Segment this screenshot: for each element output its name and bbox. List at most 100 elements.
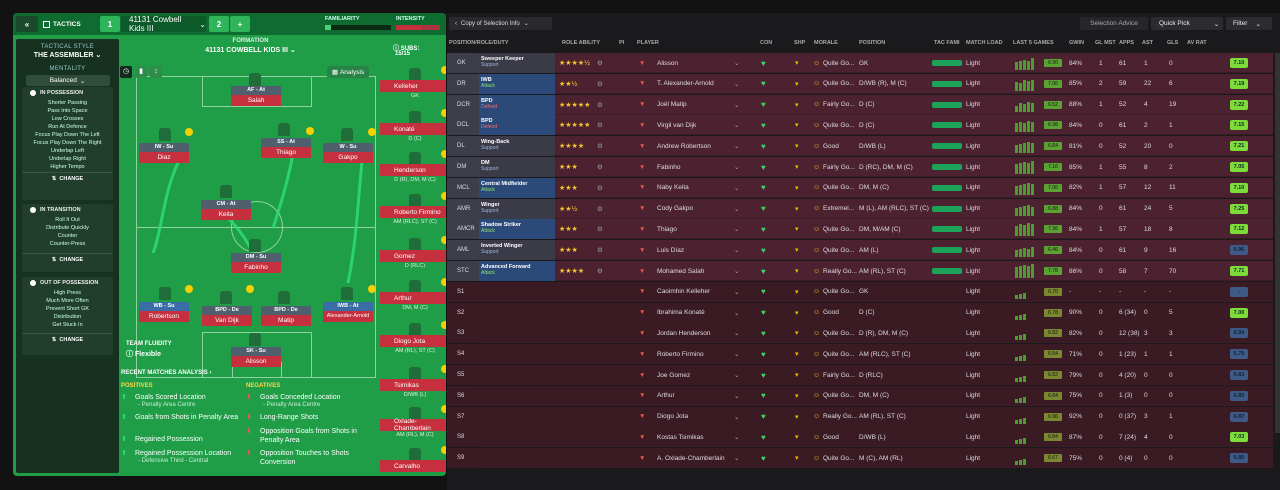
player-name[interactable]: A. Oxlade-Chamberlain	[657, 454, 725, 462]
table-row[interactable]: STC Advanced Forward Attack ★★★★ ⚙ ▼ Moh…	[447, 261, 1273, 281]
double-chevron-left-icon[interactable]: «	[16, 16, 38, 32]
player-card-alexander-arnold[interactable]: IWB - At Alexander-Arnold	[323, 302, 373, 324]
player-name[interactable]: Fabinho	[657, 163, 681, 171]
sub-card[interactable]: Oxlade-Chamberlain	[380, 418, 446, 432]
table-row[interactable]: S8 ▼ Kostas Tsimikas ⌄ ♥ ▾ ☺ Good D/WB (…	[447, 427, 1273, 448]
pi-icon[interactable]: ⚙	[597, 143, 603, 151]
player-card-alisson[interactable]: SK - Su Alisson	[231, 347, 281, 369]
column-header[interactable]: LAST 5 GAMES	[1013, 40, 1054, 46]
column-header[interactable]: GLS	[1167, 40, 1179, 46]
selection-advice-button[interactable]: Selection Advice	[1080, 17, 1148, 30]
column-header[interactable]: GL MST	[1095, 40, 1116, 46]
column-header[interactable]: AST	[1142, 40, 1153, 46]
pi-icon[interactable]: ⚙	[597, 247, 603, 255]
formation-name-select[interactable]: 41131 COWBELL KIDS III ⌄	[205, 47, 296, 54]
analysis-item[interactable]: Regained Possession	[135, 436, 203, 443]
chevron-down-icon[interactable]: ⌄	[734, 101, 740, 109]
sub-card[interactable]: Roberto Firmino	[380, 206, 446, 218]
clock-icon[interactable]: ◷	[120, 66, 132, 78]
player-card-gakpo[interactable]: W - Su Gakpo	[323, 143, 373, 165]
mentality-select[interactable]: Balanced ⌄	[25, 75, 110, 86]
player-card-matip[interactable]: BPD - De Matip	[261, 306, 311, 328]
role-duty-select[interactable]: BPD Defend	[479, 115, 555, 136]
table-row[interactable]: AML Inverted Winger Support ★★★ ⚙ ▼ Luis…	[447, 240, 1273, 261]
analysis-button[interactable]: ▦ Analysis	[327, 66, 369, 78]
player-card-fabinho[interactable]: DM - Su Fabinho	[231, 253, 281, 275]
column-header[interactable]: TAC FAMI	[934, 40, 960, 46]
pi-icon[interactable]: ⚙	[597, 60, 603, 67]
chevron-down-icon[interactable]: ⌄	[734, 184, 740, 192]
column-header[interactable]: APPS	[1119, 40, 1134, 46]
analysis-item[interactable]: Goals Conceded Location	[260, 394, 341, 401]
player-name[interactable]: Jordan Henderson	[657, 329, 711, 337]
player-card-van-dijk[interactable]: BPD - De Van Dijk	[202, 306, 252, 328]
player-name[interactable]: Caoimhin Kelleher	[657, 288, 711, 296]
player-name[interactable]: Joe Gomez	[657, 371, 691, 379]
role-duty-select[interactable]: Sweeper Keeper Support	[479, 53, 555, 73]
column-header[interactable]: CON	[760, 40, 773, 46]
table-row[interactable]: AMCR Shadow Striker Attack ★★★ ⚙ ▼ Thiag…	[447, 219, 1273, 240]
role-duty-select[interactable]: IWB Attack	[479, 73, 555, 94]
player-name[interactable]: Ibrahima Konaté	[657, 309, 705, 317]
player-name[interactable]: Thiago	[657, 225, 677, 233]
chevron-down-icon[interactable]: ⌄	[734, 372, 740, 379]
player-name[interactable]: Alisson	[657, 59, 678, 67]
chevron-down-icon[interactable]: ⌄	[734, 226, 740, 234]
tactic-name-select[interactable]: 41131 Cowbell Kids III ⌄	[121, 15, 206, 33]
chevron-down-icon[interactable]: ⌄	[734, 309, 740, 317]
table-row[interactable]: S5 ▼ Joe Gomez ⌄ ♥ ▾ ☺ Fairly Go... D (R…	[447, 365, 1273, 385]
column-header[interactable]: MORALE	[814, 40, 838, 46]
role-duty-select[interactable]: Wing-Back Support	[479, 136, 555, 157]
column-header[interactable]: PI	[619, 40, 625, 46]
chevron-down-icon[interactable]: ⌄	[734, 164, 740, 171]
tactic-slot-1[interactable]: 1	[100, 16, 120, 32]
chevron-down-icon[interactable]: ⌄	[734, 122, 740, 130]
chevron-down-icon[interactable]: ⌄	[734, 455, 740, 463]
player-card-robertson[interactable]: WB - Su Robertson	[139, 302, 189, 324]
player-name[interactable]: Diogo Jota	[657, 413, 689, 421]
chevron-down-icon[interactable]: ⌄	[734, 60, 740, 67]
in-transition-change-button[interactable]: ⇅ CHANGE	[22, 253, 113, 265]
player-name[interactable]: Andrew Robertson	[657, 142, 711, 150]
player-name[interactable]: Roberto Firmino	[657, 350, 704, 358]
column-header[interactable]: ROLE ABILITY	[562, 40, 600, 46]
chevron-down-icon[interactable]: ⌄	[734, 80, 740, 88]
sub-card[interactable]: Henderson	[380, 164, 446, 176]
analysis-item[interactable]: Long-Range Shots	[260, 414, 319, 421]
player-name[interactable]: Luis Díaz	[657, 246, 685, 254]
table-row[interactable]: S2 ▼ Ibrahima Konaté ⌄ ♥ ▾ ☺ Good D (C) …	[447, 302, 1273, 323]
analysis-item[interactable]: Regained Possession Location	[135, 450, 232, 457]
player-name[interactable]: Naby Keita	[657, 184, 689, 192]
column-header[interactable]: SHP	[794, 40, 806, 46]
chevron-down-icon[interactable]: ⌄	[734, 351, 740, 359]
column-header[interactable]: POSITION/ROLE/DUTY	[449, 40, 509, 46]
chevron-down-icon[interactable]: ⌄	[734, 330, 740, 338]
table-row[interactable]: DM DM Support ★★★ ⚙ ▼ Fabinho ⌄ ♥ ▾ ☺ Fa…	[447, 157, 1273, 177]
pi-icon[interactable]	[597, 344, 607, 364]
table-row[interactable]: DCR BPD Defend ★★★★★ ⚙ ▼ Joël Matip ⌄ ♥ …	[447, 94, 1273, 115]
pi-icon[interactable]: ⚙	[597, 268, 603, 275]
analysis-item[interactable]: Goals from Shots in Penalty Area	[135, 414, 239, 421]
sub-card[interactable]: Carvalho	[380, 460, 446, 472]
pi-icon[interactable]: ⚙	[597, 101, 603, 109]
pi-icon[interactable]: ⚙	[597, 80, 603, 88]
sub-card[interactable]: Gomez	[380, 250, 446, 262]
chevron-down-icon[interactable]: ⌄	[734, 247, 740, 255]
role-duty-select[interactable]: Inverted Winger Support	[479, 240, 555, 261]
scrollbar[interactable]	[1275, 53, 1280, 433]
chevron-down-icon[interactable]: ⌄	[734, 392, 740, 400]
column-header[interactable]: PLAYER	[637, 40, 659, 46]
column-header[interactable]: GWIN	[1069, 40, 1084, 46]
analysis-item[interactable]: Opposition Touches to Shots Conversion	[260, 450, 349, 466]
column-header[interactable]: MATCH LOAD	[966, 40, 1003, 46]
chevron-down-icon[interactable]: ⌄	[734, 268, 740, 275]
tactics-tab[interactable]: TACTICS	[43, 16, 93, 32]
sub-card[interactable]: Tsimikas	[380, 379, 446, 391]
sub-card[interactable]: Konaté	[380, 123, 446, 135]
pi-icon[interactable]	[597, 323, 607, 343]
add-tactic-button[interactable]: +	[230, 16, 250, 32]
table-row[interactable]: S7 ▼ Diogo Jota ⌄ ♥ ▾ ☺ Really Go... AM …	[447, 406, 1273, 427]
pi-icon[interactable]	[597, 303, 607, 323]
player-card-thiago[interactable]: SS - At Thiago	[261, 138, 311, 160]
player-card-keita[interactable]: CM - At Keita	[201, 200, 251, 222]
